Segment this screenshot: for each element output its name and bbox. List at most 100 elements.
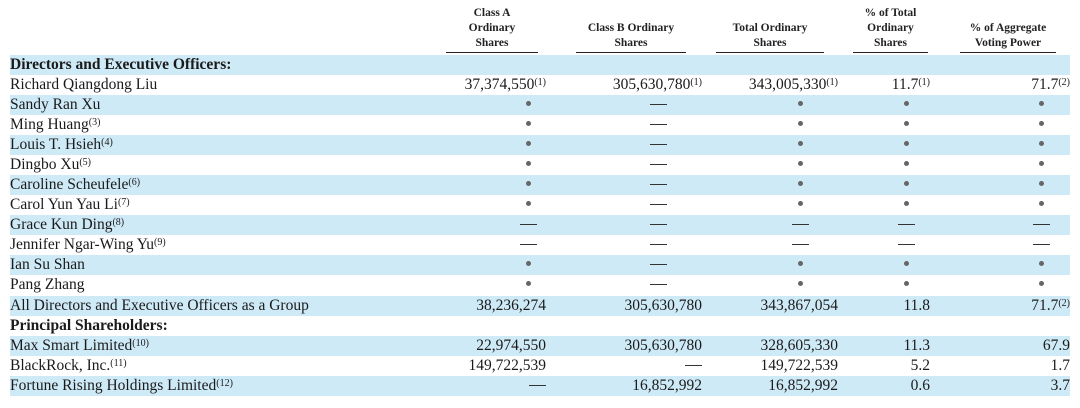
class-b-value: [648, 95, 668, 115]
header-line: Shares: [475, 37, 509, 49]
pct-voting-value: [1031, 155, 1051, 175]
class-a-value: 22,974,550: [476, 337, 546, 354]
table-row: Louis T. Hsieh(4): [10, 135, 1070, 155]
table-row: Ian Su Shan: [10, 255, 1070, 275]
column-header-pct-voting: % of Aggregate Voting Power: [960, 21, 1056, 53]
holder-name: Sandy Ran Xu: [10, 96, 101, 113]
class-a-value: [518, 155, 538, 175]
pct-voting-value: 71.7(2): [1031, 76, 1070, 93]
pct-total-value: [896, 175, 916, 195]
asterisk-mark: [903, 261, 909, 266]
table-row: Pang Zhang: [10, 275, 1070, 295]
holder-name: Ian Su Shan: [10, 256, 85, 273]
pct-total-value: [896, 135, 916, 155]
table-row: Grace Kun Ding(8): [10, 215, 1070, 235]
holder-name: Carol Yun Yau Li(7): [10, 196, 130, 213]
asterisk-mark: [525, 101, 531, 106]
class-a-value: 149,722,539: [468, 357, 547, 374]
total-value: [790, 95, 810, 115]
pct-total-value: 11.3: [903, 337, 930, 354]
total-value: 328,605,330: [760, 337, 839, 354]
class-b-value: [648, 275, 668, 295]
total-value: [790, 155, 810, 175]
asterisk-mark: [797, 141, 803, 146]
class-a-value: 37,374,550(1): [464, 76, 546, 93]
pct-total-value: [896, 215, 916, 235]
header-line: Ordinary: [867, 22, 914, 34]
pct-total-value: [896, 275, 916, 295]
holder-name: Pang Zhang: [10, 276, 85, 293]
table-row: Carol Yun Yau Li(7): [10, 195, 1070, 215]
asterisk-mark: [797, 201, 803, 206]
dash-mark: [685, 364, 702, 366]
holder-name: BlackRock, Inc.(11): [10, 357, 127, 374]
table-row: Dingbo Xu(5): [10, 155, 1070, 175]
class-b-value: 305,630,780(1): [612, 76, 702, 93]
asterisk-mark: [525, 181, 531, 186]
dash-mark: [649, 283, 667, 285]
section-header-principal: Principal Shareholders:: [10, 316, 1070, 336]
asterisk-mark: [1038, 121, 1044, 126]
class-b-value: [648, 135, 668, 155]
total-value: 343,005,330(1): [748, 76, 838, 93]
class-b-value: 305,630,780: [624, 297, 703, 314]
class-b-value: 305,630,780: [624, 337, 703, 354]
dash-mark: [529, 384, 546, 386]
section-header-directors: Directors and Executive Officers:: [10, 55, 1070, 75]
asterisk-mark: [525, 161, 531, 166]
asterisk-mark: [525, 141, 531, 146]
asterisk-mark: [903, 281, 909, 286]
dash-mark: [649, 163, 667, 165]
pct-voting-value: [1031, 135, 1051, 155]
header-line: % of Total: [864, 7, 917, 19]
pct-total-value: [896, 95, 916, 115]
dash-mark: [791, 223, 809, 225]
holder-name: Louis T. Hsieh(4): [10, 136, 113, 153]
asterisk-mark: [1038, 181, 1044, 186]
asterisk-mark: [797, 121, 803, 126]
holder-name: Max Smart Limited(10): [10, 337, 149, 354]
pct-total-value: 5.2: [910, 357, 930, 374]
asterisk-mark: [797, 181, 803, 186]
dash-mark: [897, 223, 915, 225]
dash-mark: [519, 243, 537, 245]
header-line: Ordinary: [468, 22, 516, 34]
asterisk-mark: [1038, 161, 1044, 166]
total-value: [790, 275, 810, 295]
class-b-value: [685, 356, 702, 376]
asterisk-mark: [1038, 141, 1044, 146]
holder-name: Grace Kun Ding(8): [10, 216, 125, 233]
dash-mark: [649, 263, 667, 265]
class-a-value: [518, 175, 538, 195]
header-line: Total Ordinary: [732, 22, 808, 34]
pct-voting-value: [1031, 115, 1051, 135]
asterisk-mark: [903, 201, 909, 206]
pct-voting-value: 71.7(2): [1031, 297, 1070, 314]
class-b-value: [648, 195, 668, 215]
asterisk-mark: [525, 281, 531, 286]
total-value: [790, 175, 810, 195]
table-row: Max Smart Limited(10) 22,974,550 305,630…: [10, 336, 1070, 356]
dash-mark: [649, 243, 667, 245]
asterisk-mark: [903, 161, 909, 166]
pct-voting-value: 1.7: [1050, 357, 1070, 374]
section-label: Principal Shareholders:: [10, 317, 168, 334]
asterisk-mark: [903, 101, 909, 106]
section-label: Directors and Executive Officers:: [10, 56, 232, 73]
header-line: Shares: [614, 37, 648, 49]
column-header-class-b: Class B Ordinary Shares: [576, 21, 686, 53]
table-row: Richard Qiangdong Liu 37,374,550(1) 305,…: [10, 75, 1070, 95]
dash-mark: [1032, 243, 1050, 245]
class-a-value: [518, 115, 538, 135]
pct-voting-value: [1031, 235, 1051, 255]
table-row-group-total: All Directors and Executive Officers as …: [10, 296, 1070, 316]
total-value: 343,867,054: [760, 297, 839, 314]
dash-mark: [649, 143, 667, 145]
dash-mark: [897, 243, 915, 245]
header-line: Shares: [753, 37, 787, 49]
pct-voting-value: [1031, 215, 1051, 235]
asterisk-mark: [903, 141, 909, 146]
header-line: Class A: [473, 7, 511, 19]
header-line: Shares: [873, 37, 908, 49]
asterisk-mark: [903, 121, 909, 126]
